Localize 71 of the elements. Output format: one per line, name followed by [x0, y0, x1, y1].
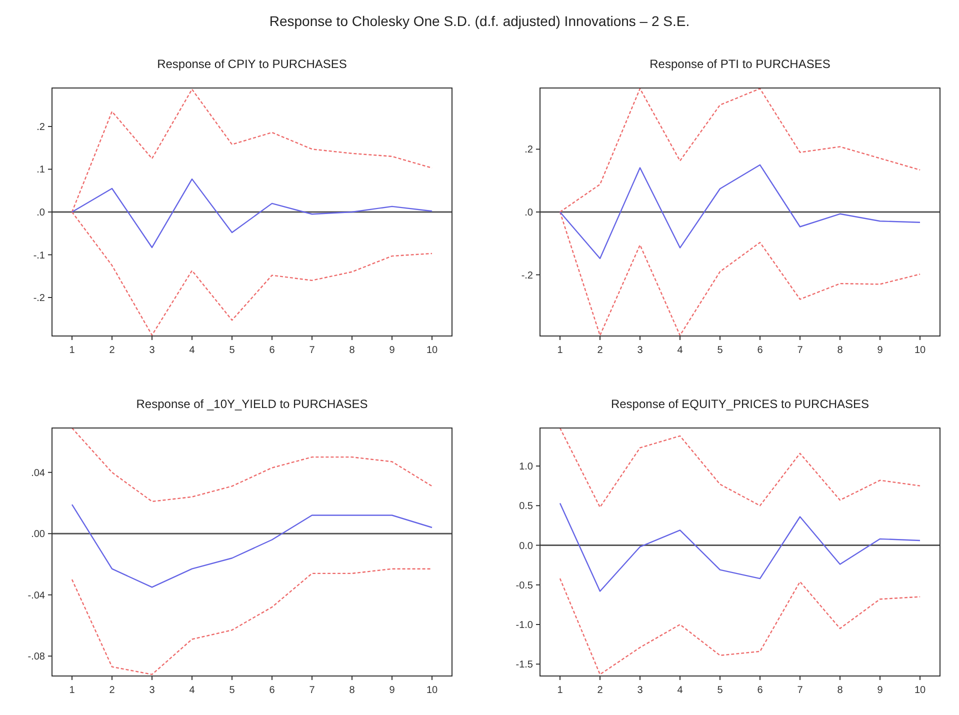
y-tick-label: .0 [524, 208, 534, 218]
x-tick-label: 9 [877, 685, 884, 696]
line-series [71, 504, 433, 588]
text: Response to Cholesky One S.D. (d.f. adjusted) Innovations – 2 S.E. [269, 13, 690, 29]
y-tick-label: -.04 [28, 590, 46, 602]
x-tick-label: 4 [189, 345, 196, 356]
chart-title: Response of CPIY to PURCHASES [157, 57, 347, 71]
x-tick-label: 8 [349, 345, 356, 356]
x-tick-label: 6 [269, 685, 276, 696]
x-tick-label: 2 [597, 685, 604, 696]
line-series [559, 578, 921, 676]
x-tick-label: 5 [717, 345, 724, 356]
x-tick-label: 4 [677, 685, 684, 696]
chart-title: Response of EQUITY_PRICES to PURCHASES [610, 397, 870, 411]
line-series [559, 502, 921, 592]
line-series [71, 568, 433, 676]
y-tick-label: .04 [31, 468, 46, 479]
x-tick-label: 10 [426, 685, 438, 696]
y-tick-label: .2 [524, 144, 534, 156]
y-tick-label: -.2 [521, 270, 534, 282]
x-tick-label: 8 [349, 685, 356, 696]
y-tick-label: -.08 [28, 652, 46, 663]
x-tick-label: 7 [309, 685, 316, 696]
x-tick-label: 4 [677, 345, 684, 356]
x-tick-label: 5 [229, 685, 236, 696]
y-tick-label: .0 [36, 208, 46, 218]
x-tick-label: 1 [557, 685, 564, 696]
y-tick-label: -0.5 [516, 580, 534, 592]
x-tick-label: 9 [389, 685, 396, 696]
x-tick-label: 3 [637, 685, 644, 696]
x-tick-label: 6 [757, 685, 764, 696]
chart-title: Response of PTI to PURCHASES [650, 57, 830, 71]
x-tick-label: 9 [877, 345, 884, 356]
x-tick-label: 6 [269, 345, 276, 356]
line-series [559, 427, 921, 508]
x-tick-label: 10 [914, 685, 926, 696]
x-tick-label: 2 [109, 345, 116, 356]
line-series [559, 164, 921, 260]
y-tick-label: -1.5 [516, 660, 534, 671]
y-tick-label: 0.0 [519, 540, 534, 552]
x-tick-label: 4 [189, 685, 196, 696]
x-tick-label: 9 [389, 345, 396, 356]
x-tick-label: 1 [69, 345, 76, 356]
x-tick-label: 5 [717, 685, 724, 696]
x-tick-label: 2 [109, 685, 116, 696]
line-series [71, 427, 433, 502]
x-tick-label: 2 [597, 345, 604, 356]
x-tick-label: 10 [426, 345, 438, 356]
x-tick-label: 7 [309, 345, 316, 356]
line-series [71, 178, 433, 248]
y-tick-label: -.1 [33, 250, 46, 262]
y-tick-label: 1.0 [519, 462, 534, 473]
x-tick-label: 6 [757, 345, 764, 356]
x-tick-label: 7 [797, 685, 804, 696]
y-tick-label: -.2 [33, 293, 46, 304]
x-tick-label: 3 [149, 685, 156, 696]
x-tick-label: 8 [837, 685, 844, 696]
x-tick-label: 3 [149, 345, 156, 356]
x-tick-label: 10 [914, 345, 926, 356]
x-tick-label: 8 [837, 345, 844, 356]
chart-title: Response of _10Y_YIELD to PURCHASES [136, 397, 368, 411]
y-tick-label: .00 [31, 529, 46, 540]
x-tick-label: 7 [797, 345, 804, 356]
x-tick-label: 1 [69, 685, 76, 696]
y-tick-label: .1 [36, 164, 46, 176]
x-tick-label: 1 [557, 345, 564, 356]
y-tick-label: 0.5 [519, 501, 534, 512]
x-tick-label: 5 [229, 345, 236, 356]
y-tick-label: -1.0 [516, 620, 534, 631]
y-tick-label: .2 [36, 122, 46, 133]
x-tick-label: 3 [637, 345, 644, 356]
